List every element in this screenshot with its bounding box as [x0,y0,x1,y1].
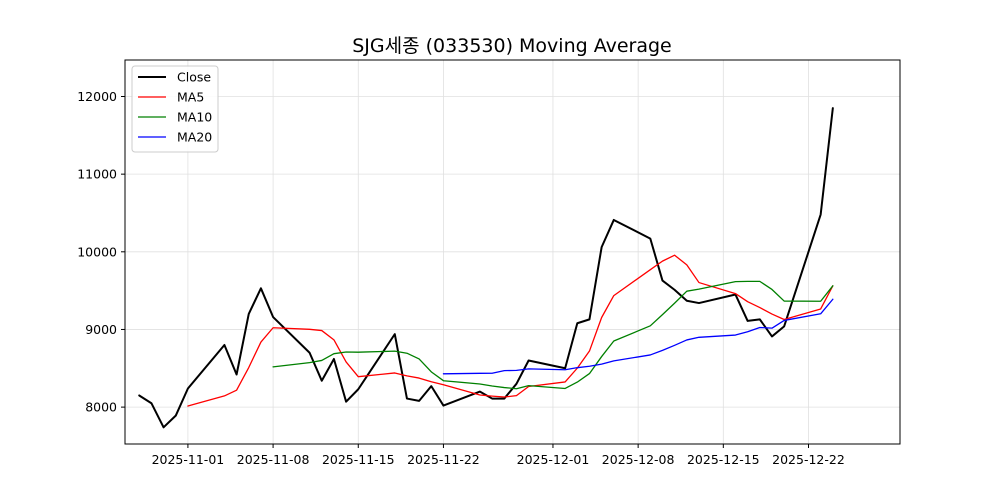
x-axis-ticks: 2025-11-01 2025-11-08 2025-11-15 2025-11-22… [152,444,845,467]
legend-label-ma5: MA5 [177,90,204,105]
x-tick-label: 2025-11-01 [152,452,225,467]
x-tick-label: 2025-12-15 [687,452,760,467]
x-tick-label: 2025-11-15 [322,452,395,467]
x-tick-label: 2025-11-08 [237,452,310,467]
y-tick-label: 12000 [77,89,117,104]
series-line-ma20 [442,298,834,375]
series-lines [138,107,834,429]
y-tick-label: 9000 [85,322,117,337]
x-tick-label: 2025-11-22 [407,452,480,467]
y-tick-label: 8000 [85,400,117,415]
legend: Close MA5 MA10 MA20 [131,65,219,153]
y-axis-ticks: 8000 9000 10000 11000 12000 [77,89,125,415]
series-line-ma10 [272,280,834,390]
chart-title: SJG세종 (033530) Moving Average [352,35,672,57]
y-tick-label: 10000 [77,244,117,259]
legend-label-ma10: MA10 [177,110,212,125]
y-tick-label: 11000 [77,167,117,182]
series-line-ma5 [187,254,834,407]
grid-lines [125,60,900,444]
x-tick-label: 2025-12-22 [772,452,845,467]
legend-label-ma20: MA20 [177,130,212,145]
x-tick-label: 2025-12-08 [602,452,675,467]
legend-box [131,65,219,153]
x-tick-label: 2025-12-01 [517,452,590,467]
legend-label-close: Close [177,70,211,85]
